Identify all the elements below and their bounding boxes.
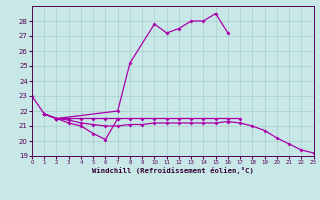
- X-axis label: Windchill (Refroidissement éolien,°C): Windchill (Refroidissement éolien,°C): [92, 167, 254, 174]
